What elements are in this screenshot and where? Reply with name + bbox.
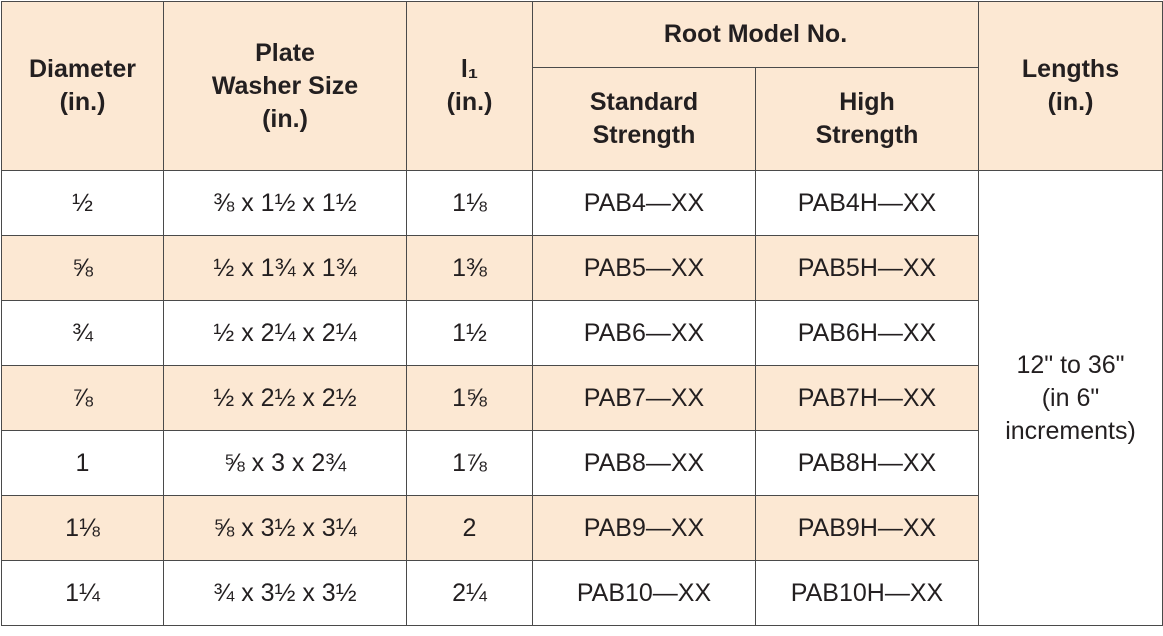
table-cell: 2¼ [406,560,533,626]
table-cell: ¾ x 3½ x 3½ [163,560,407,626]
table-cell: ½ x 2¼ x 2¼ [163,300,407,366]
table-cell: 1⅛ [406,170,533,236]
cell-line: (in.) [59,88,106,116]
table-cell: 1⅛ [1,495,164,561]
header-cell: High Strength [755,67,979,171]
table-cell: ½ x 2½ x 2½ [163,365,407,431]
header-cell: Plate Washer Size (in.) [163,1,407,171]
cell-line: Strength [592,121,696,149]
table-cell: PAB6H—XX [755,300,979,366]
table-row: 1¼ ¾ x 3½ x 3½ 2¼ PAB10—XX PAB10H—XX [1,560,1163,626]
table-cell: 1⅜ [406,235,533,301]
table-cell: ½ x 1¾ x 1¾ [163,235,407,301]
table-cell: ⅞ [1,365,164,431]
table-cell: PAB5—XX [532,235,756,301]
table-cell: 1⅞ [406,430,533,496]
table-cell: PAB10—XX [532,560,756,626]
table-cell: ⅝ x 3½ x 3¼ [163,495,407,561]
cell-line: Washer Size [211,71,359,100]
table-cell: PAB8—XX [532,430,756,496]
cell-line: (in.) [446,88,493,116]
lengths-cell: 12" to 36" (in 6" increments) [978,170,1163,626]
cell-line: 12" to 36" [1016,350,1125,379]
header-cell: Standard Strength [532,67,756,171]
table-cell: PAB9H—XX [755,495,979,561]
table-cell: 1½ [406,300,533,366]
table-cell: 1 [1,430,164,496]
table-cell: 1⅝ [406,365,533,431]
table-cell: PAB6—XX [532,300,756,366]
cell-line: Lengths [1021,55,1120,83]
table-cell: PAB10H—XX [755,560,979,626]
table-cell: PAB7—XX [532,365,756,431]
header-cell: Root Model No. [532,1,979,68]
table-cell: ⅝ x 3 x 2¾ [163,430,407,496]
table-cell: PAB8H—XX [755,430,979,496]
table-cell: PAB4H—XX [755,170,979,236]
cell-line: Plate [255,38,315,67]
cell-line: l₁ [460,55,479,83]
table-cell: ⅝ [1,235,164,301]
table-cell: PAB9—XX [532,495,756,561]
table-cell: PAB7H—XX [755,365,979,431]
table-cell: PAB4—XX [532,170,756,236]
cell-line: increments) [1005,416,1136,445]
table-cell: PAB5H—XX [755,235,979,301]
cell-line: (in.) [262,104,308,133]
table-cell: 2 [406,495,533,561]
header-cell: Diameter (in.) [1,1,164,171]
cell-line: Standard [589,88,699,116]
cell-line: Strength [815,121,919,149]
cell-line: Diameter [29,55,136,83]
table-cell: 1¼ [1,560,164,626]
table-cell: ¾ [1,300,164,366]
cell-line: (in 6" [1041,383,1100,412]
table-cell: ⅜ x 1½ x 1½ [163,170,407,236]
cell-line: High [839,88,895,116]
header-cell: l₁ (in.) [406,1,533,171]
table-cell: ½ [1,170,164,236]
cell-line: (in.) [1047,88,1094,116]
table-row: 1⅛ ⅝ x 3½ x 3¼ 2 PAB9—XX PAB9H—XX [1,495,1163,561]
header-cell: Lengths (in.) [978,1,1163,171]
